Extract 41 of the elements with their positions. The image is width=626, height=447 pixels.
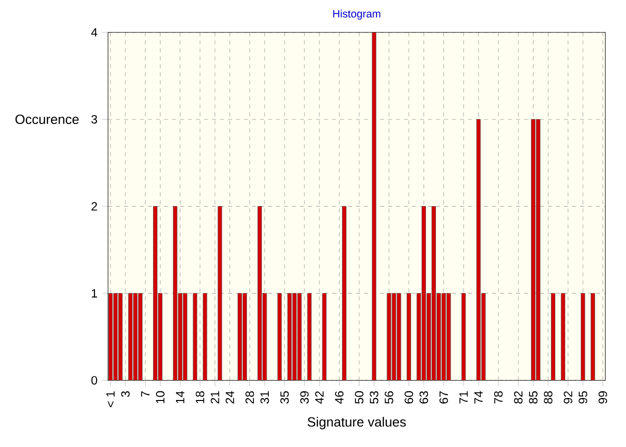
x-tick-label: 50: [354, 391, 364, 404]
x-tick-label: 60: [404, 391, 414, 404]
x-tick-label: 82: [514, 391, 523, 404]
x-tick-label: 3: [121, 391, 130, 397]
x-tick-label: 10: [156, 391, 164, 404]
x-tick-label: 18: [196, 391, 204, 404]
bar: [322, 293, 326, 380]
x-tick-label: 88: [544, 391, 552, 404]
y-tick-label: 0: [91, 376, 98, 385]
x-tick-label: 35: [280, 391, 289, 404]
x-tick-label: 21: [210, 391, 220, 404]
x-tick-label: 74: [474, 391, 483, 404]
x-tick-label: 92: [564, 391, 572, 404]
x-tick-label: 85: [528, 391, 538, 404]
x-tick-label: 56: [384, 391, 394, 404]
x-tick-label: 39: [300, 391, 309, 404]
y-axis-title: Occurence: [15, 114, 79, 124]
x-tick-label: 95: [578, 391, 588, 404]
x-tick-label: 78: [494, 391, 503, 404]
x-tick-label: 7: [141, 391, 150, 397]
x-tick-label: 71: [459, 391, 468, 404]
x-tick-label: 24: [226, 391, 234, 404]
x-tick-label: 14: [176, 391, 184, 404]
x-tick-label: 67: [439, 391, 448, 404]
y-tick-label: 4: [91, 28, 98, 36]
x-axis-title: Signature values: [308, 416, 406, 430]
chart-title: Histogram: [333, 10, 380, 20]
x-tick-label: 28: [245, 391, 254, 404]
bar: [138, 293, 142, 380]
y-tick-label: 1: [92, 289, 98, 298]
x-tick-label: 53: [370, 391, 378, 404]
bar: [342, 206, 346, 380]
x-tick-label: 63: [420, 391, 428, 404]
x-tick-label: 31: [260, 391, 269, 404]
x-tick-label: 99: [598, 391, 608, 404]
x-tick-label: < 1: [106, 391, 115, 408]
x-tick-label: 42: [315, 391, 324, 404]
y-tick-label: 2: [92, 202, 97, 211]
x-tick-label: 46: [335, 391, 344, 404]
bar: [173, 206, 178, 380]
y-tick-label: 3: [91, 115, 98, 124]
